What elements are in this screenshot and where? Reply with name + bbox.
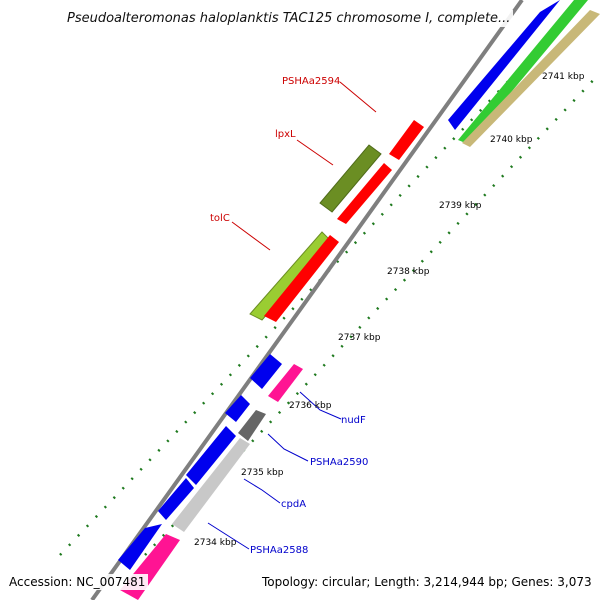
feature-red-a[interactable] <box>264 235 339 322</box>
scale-labels: 2741 kbp 2740 kbp 2739 kbp 2738 kbp 2737… <box>194 72 585 548</box>
feature-lpxl[interactable] <box>319 144 382 213</box>
label-pshaa2590[interactable]: PSHAa2590 <box>310 457 368 468</box>
scale-label-2735: 2735 kbp <box>241 468 284 478</box>
scale-label-2740: 2740 kbp <box>490 135 533 145</box>
feature-outer-blue-c[interactable] <box>186 426 236 485</box>
scale-label-2737: 2737 kbp <box>338 333 381 343</box>
label-tolc[interactable]: tolC <box>210 213 230 224</box>
label-nudf[interactable]: nudF <box>341 415 366 426</box>
scale-label-2738: 2738 kbp <box>387 267 430 277</box>
feature-green[interactable] <box>458 0 588 144</box>
feature-pshaa2594[interactable] <box>389 120 424 160</box>
label-lpxl[interactable]: lpxL <box>275 129 296 140</box>
feature-top-blue[interactable] <box>448 0 560 130</box>
label-pshaa2588[interactable]: PSHAa2588 <box>250 545 308 556</box>
leader-lines <box>207 81 377 550</box>
scale-label-2736: 2736 kbp <box>289 401 332 411</box>
leader-cpda <box>243 478 281 504</box>
accession-text: Accession: NC_007481 <box>6 574 149 590</box>
feature-outer-blue-e[interactable] <box>118 524 162 570</box>
feature-red-b[interactable] <box>337 163 392 224</box>
leader-pshaa2594 <box>339 81 377 113</box>
scale-label-2741: 2741 kbp <box>542 72 585 82</box>
feature-tan[interactable] <box>462 10 600 147</box>
genome-summary-text: Topology: circular; Length: 3,214,944 bp… <box>259 574 595 590</box>
feature-tolc[interactable] <box>249 231 332 321</box>
leader-pshaa2588 <box>207 522 250 550</box>
feature-pshaa2590[interactable] <box>238 410 266 441</box>
backbone-track <box>90 0 524 600</box>
leader-tolc <box>231 221 271 251</box>
feature-outer-blue-a[interactable] <box>250 354 282 389</box>
feature-outer-blue-d[interactable] <box>158 478 194 520</box>
label-cpda[interactable]: cpdA <box>281 499 306 510</box>
map-title: Pseudoalteromonas haloplanktis TAC125 ch… <box>64 10 514 27</box>
feature-outer-blue-b[interactable] <box>225 395 250 422</box>
feature-cpda[interactable] <box>172 438 250 532</box>
leader-lpxl <box>296 139 334 166</box>
gene-labels: PSHAa2594 lpxL tolC nudF PSHAa2590 cpdA … <box>210 76 368 556</box>
scale-label-2734: 2734 kbp <box>194 538 237 548</box>
feature-nudf[interactable] <box>268 364 303 402</box>
scale-label-2739: 2739 kbp <box>439 201 482 211</box>
leader-pshaa2590 <box>267 433 309 462</box>
label-pshaa2594[interactable]: PSHAa2594 <box>282 76 340 87</box>
leader-nudf <box>299 391 342 420</box>
